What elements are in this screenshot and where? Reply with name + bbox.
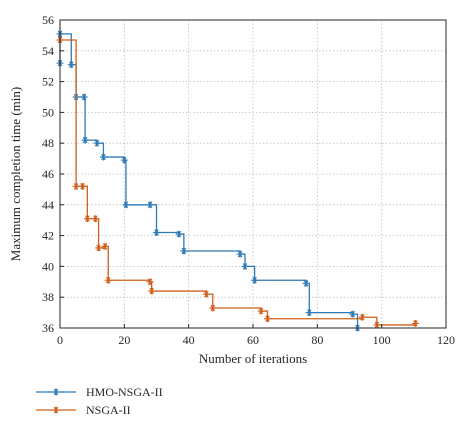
- data-point: [264, 315, 271, 323]
- y-tick-label: 54: [42, 44, 54, 58]
- x-tick-label: 60: [247, 333, 259, 347]
- x-tick-label: 0: [57, 333, 63, 347]
- legend-entry: NSGA-II: [36, 403, 131, 417]
- data-point: [93, 139, 101, 147]
- y-axis-title: Maximum completion time (min): [8, 87, 23, 261]
- data-point: [104, 276, 112, 284]
- y-tick-label: 52: [42, 75, 54, 89]
- data-point: [83, 215, 91, 223]
- series-0: [56, 30, 361, 332]
- data-point: [349, 310, 357, 318]
- y-tick-label: 44: [42, 198, 54, 212]
- data-point: [202, 290, 210, 298]
- x-tick-label: 20: [118, 333, 130, 347]
- legend-marker: [52, 388, 60, 396]
- data-point: [373, 321, 381, 329]
- y-tick-label: 38: [42, 290, 54, 304]
- data-point: [81, 136, 89, 144]
- data-point: [95, 244, 102, 252]
- data-point: [209, 304, 217, 312]
- data-point: [251, 276, 259, 284]
- x-tick-label: 40: [183, 333, 195, 347]
- data-point: [305, 309, 313, 316]
- data-point: [412, 319, 419, 327]
- data-point: [122, 201, 130, 209]
- y-tick-label: 40: [42, 259, 54, 273]
- data-point: [101, 242, 109, 250]
- data-point: [358, 313, 366, 321]
- data-point: [302, 279, 310, 287]
- series-line: [60, 39, 417, 326]
- x-axis-ticks: 0 20 40 60 80 100 120: [57, 324, 455, 347]
- data-point: [146, 278, 154, 286]
- data-point: [175, 230, 183, 238]
- y-axis-ticks: 36 38 40 42 44 46 48 50 52 54 56: [42, 13, 64, 335]
- plot-series: [56, 30, 419, 332]
- y-tick-label: 48: [42, 136, 54, 150]
- data-point: [67, 61, 75, 69]
- y-tick-label: 56: [42, 13, 54, 27]
- y-tick-label: 36: [42, 321, 54, 335]
- data-point: [148, 287, 156, 295]
- y-tick-label: 42: [42, 229, 54, 243]
- data-point: [91, 215, 99, 223]
- data-point: [180, 247, 188, 255]
- data-point: [153, 229, 160, 236]
- legend-label: HMO-NSGA-II: [86, 385, 163, 399]
- data-point: [241, 263, 249, 270]
- data-point: [146, 201, 154, 209]
- x-tick-label: 80: [311, 333, 323, 347]
- legend: HMO-NSGA-II NSGA-II: [36, 385, 163, 417]
- data-point: [80, 93, 88, 101]
- x-axis-title: Number of iterations: [199, 351, 307, 366]
- data-point: [236, 250, 244, 258]
- series-1: [56, 36, 419, 329]
- series-line: [59, 33, 359, 328]
- legend-entry: HMO-NSGA-II: [36, 385, 163, 399]
- y-tick-label: 50: [42, 105, 54, 119]
- data-point: [72, 182, 80, 190]
- grid: [60, 20, 446, 328]
- x-tick-label: 100: [373, 333, 391, 347]
- data-point: [120, 156, 128, 164]
- legend-marker: [52, 406, 60, 414]
- legend-label: NSGA-II: [86, 403, 131, 417]
- data-point: [79, 182, 86, 190]
- x-tick-label: 120: [437, 333, 455, 347]
- y-tick-label: 46: [42, 167, 54, 181]
- data-point: [100, 153, 107, 161]
- data-point: [257, 307, 265, 315]
